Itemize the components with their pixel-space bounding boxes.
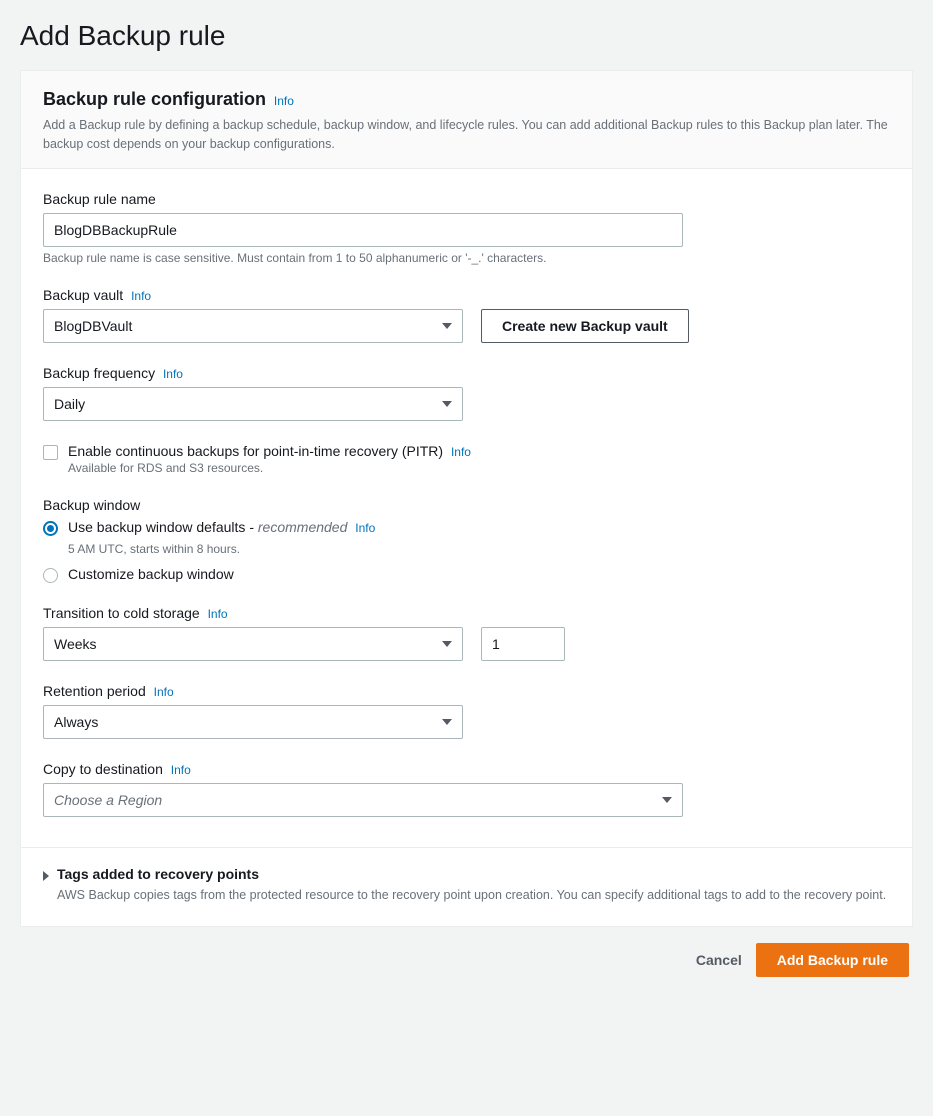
footer: Cancel Add Backup rule (20, 927, 913, 977)
pitr-hint: Available for RDS and S3 resources. (68, 461, 471, 475)
vault-group: Backup vault Info BlogDBVault Create new… (43, 287, 890, 343)
rule-name-label: Backup rule name (43, 191, 890, 207)
cold-storage-unit-select[interactable]: Weeks (43, 627, 463, 661)
window-custom-radio[interactable] (43, 568, 58, 583)
window-default-label: Use backup window defaults (68, 519, 245, 535)
pitr-group: Enable continuous backups for point-in-t… (43, 443, 890, 475)
retention-label: Retention period Info (43, 683, 890, 699)
frequency-info-link[interactable]: Info (163, 367, 183, 381)
retention-group: Retention period Info Always (43, 683, 890, 739)
divider (21, 847, 912, 848)
chevron-down-icon (442, 401, 452, 407)
destination-label-text: Copy to destination (43, 761, 163, 777)
panel-header: Backup rule configuration Info Add a Bac… (21, 71, 912, 169)
destination-select[interactable]: Choose a Region (43, 783, 683, 817)
vault-label-text: Backup vault (43, 287, 123, 303)
cold-storage-group: Transition to cold storage Info Weeks (43, 605, 890, 661)
window-info-link[interactable]: Info (355, 521, 375, 535)
window-default-hint: 5 AM UTC, starts within 8 hours. (68, 542, 890, 556)
cold-storage-value-input[interactable] (481, 627, 565, 661)
expand-caret-icon[interactable] (43, 871, 49, 881)
window-default-radio[interactable] (43, 521, 58, 536)
cold-storage-info-link[interactable]: Info (208, 607, 228, 621)
vault-info-link[interactable]: Info (131, 289, 151, 303)
page-title: Add Backup rule (20, 20, 913, 52)
rule-name-hint: Backup rule name is case sensitive. Must… (43, 251, 890, 265)
cold-storage-unit-value: Weeks (54, 636, 97, 652)
tags-section: Tags added to recovery points AWS Backup… (43, 866, 890, 905)
chevron-down-icon (442, 323, 452, 329)
panel-info-link[interactable]: Info (274, 94, 294, 108)
vault-label: Backup vault Info (43, 287, 890, 303)
retention-select[interactable]: Always (43, 705, 463, 739)
panel-title: Backup rule configuration (43, 89, 266, 109)
vault-select[interactable]: BlogDBVault (43, 309, 463, 343)
create-vault-button[interactable]: Create new Backup vault (481, 309, 689, 343)
rule-name-input[interactable] (43, 213, 683, 247)
frequency-select[interactable]: Daily (43, 387, 463, 421)
cancel-button[interactable]: Cancel (696, 952, 742, 968)
cold-storage-label-text: Transition to cold storage (43, 605, 200, 621)
destination-group: Copy to destination Info Choose a Region (43, 761, 890, 817)
tags-title[interactable]: Tags added to recovery points (57, 866, 886, 882)
retention-select-value: Always (54, 714, 98, 730)
frequency-label: Backup frequency Info (43, 365, 890, 381)
window-recommended: recommended (258, 519, 348, 535)
retention-label-text: Retention period (43, 683, 146, 699)
pitr-checkbox[interactable] (43, 445, 58, 460)
destination-label: Copy to destination Info (43, 761, 890, 777)
pitr-info-link[interactable]: Info (451, 445, 471, 459)
chevron-down-icon (662, 797, 672, 803)
cold-storage-label: Transition to cold storage Info (43, 605, 890, 621)
window-group: Backup window Use backup window defaults… (43, 497, 890, 583)
frequency-select-value: Daily (54, 396, 85, 412)
chevron-down-icon (442, 719, 452, 725)
window-custom-label: Customize backup window (68, 566, 234, 582)
config-panel: Backup rule configuration Info Add a Bac… (20, 70, 913, 927)
destination-info-link[interactable]: Info (171, 763, 191, 777)
destination-placeholder: Choose a Region (54, 792, 162, 808)
rule-name-group: Backup rule name Backup rule name is cas… (43, 191, 890, 265)
panel-description: Add a Backup rule by defining a backup s… (43, 116, 890, 154)
tags-description: AWS Backup copies tags from the protecte… (57, 886, 886, 905)
vault-select-value: BlogDBVault (54, 318, 132, 334)
frequency-label-text: Backup frequency (43, 365, 155, 381)
window-label: Backup window (43, 497, 890, 513)
add-backup-rule-button[interactable]: Add Backup rule (756, 943, 909, 977)
panel-body: Backup rule name Backup rule name is cas… (21, 169, 912, 927)
pitr-label: Enable continuous backups for point-in-t… (68, 443, 443, 459)
retention-info-link[interactable]: Info (154, 685, 174, 699)
frequency-group: Backup frequency Info Daily (43, 365, 890, 421)
chevron-down-icon (442, 641, 452, 647)
